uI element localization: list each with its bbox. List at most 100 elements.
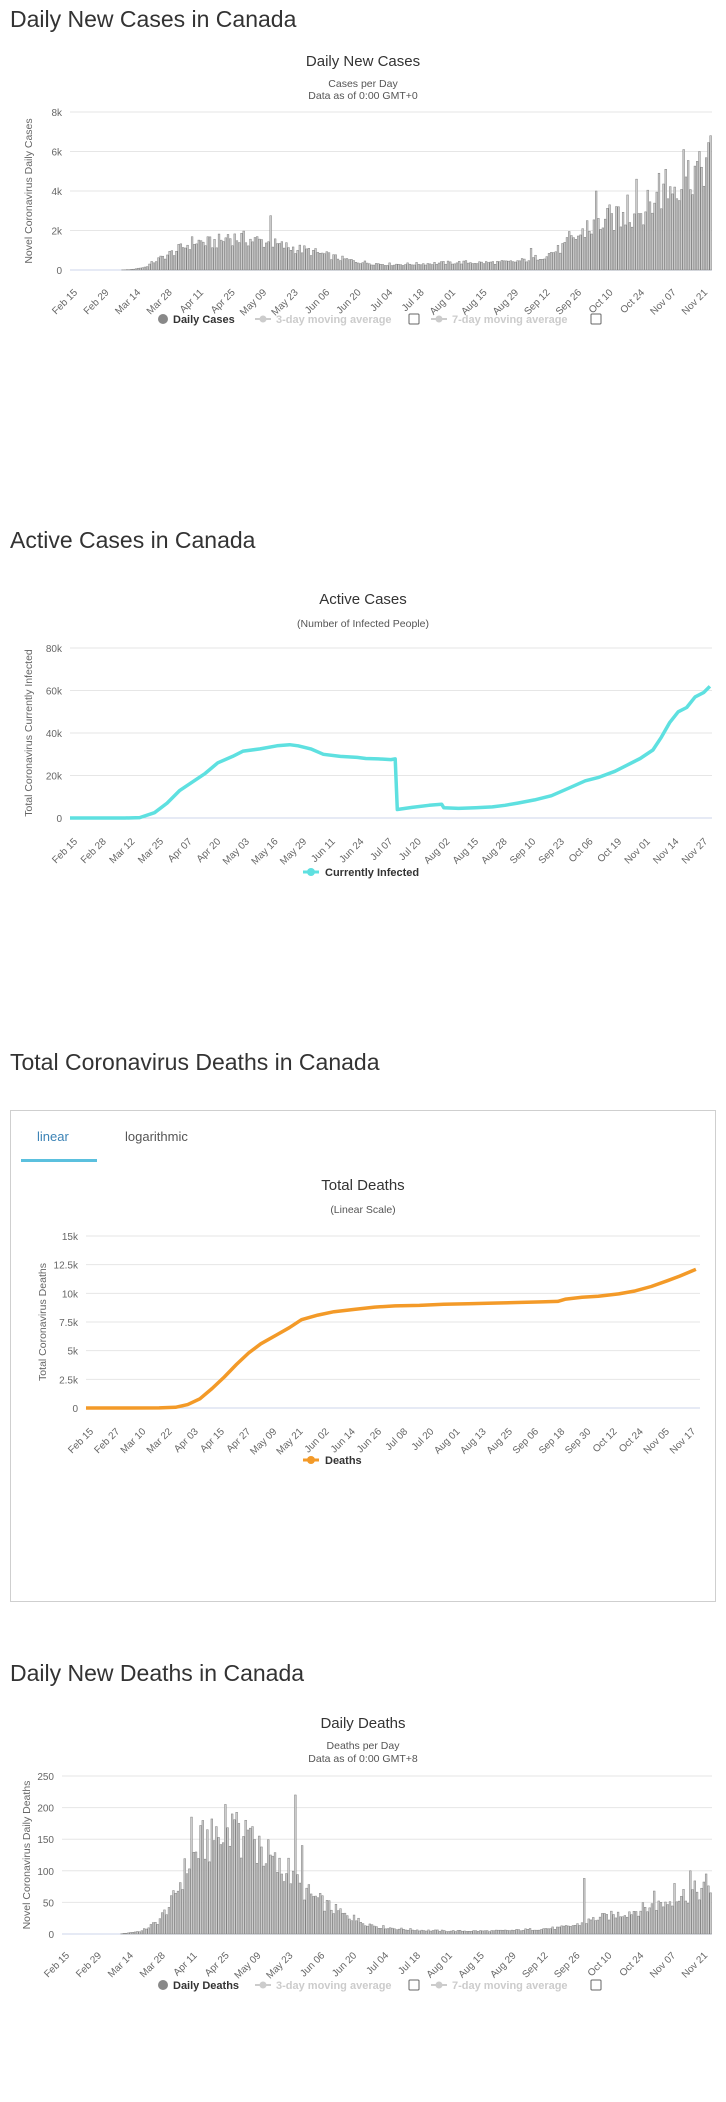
legend-symbol-daily [158,1980,168,1990]
bar [456,1930,459,1935]
bar [655,191,658,271]
x-tick-label: Aug 01 [425,1950,455,1980]
y-tick-label: 2k [51,227,63,238]
bar [646,1911,649,1935]
legend-marker-ma3 [259,1981,267,1989]
bar [705,157,708,271]
bar [291,1870,295,1935]
bar [406,262,409,271]
bar [680,189,683,271]
bar [408,263,411,271]
bar [336,258,340,271]
bar [502,260,506,271]
x-tick-label: Feb 15 [66,1426,96,1456]
bar [215,1826,218,1935]
bar [460,263,463,271]
bar [698,151,701,271]
x-tick-label: Aug 29 [489,1950,519,1980]
bar [662,183,665,271]
bar [296,1874,299,1935]
y-tick-label: 40k [46,729,63,740]
bar [366,262,369,271]
bar [496,260,499,271]
bar [141,267,144,271]
bar [176,1890,180,1935]
series-line [85,1267,697,1410]
x-tick-label: Jun 26 [355,1426,384,1455]
bar [231,1813,234,1935]
bar [199,1825,202,1935]
bar [454,1931,457,1935]
y-tick-label: 0 [56,814,62,825]
y-tick-label: 100 [37,1867,54,1878]
legend-checkbox-ma7 [590,1979,602,1991]
bar [156,1924,159,1935]
chart-subtitle-2: Data as of 0:00 GMT+8 [308,1753,418,1765]
bar [709,135,712,271]
legend-checkbox-ma3 [408,313,420,325]
bar [269,215,272,271]
bar [413,264,416,271]
y-axis-label: Novel Coronavirus Daily Cases [23,118,35,263]
bar [565,1925,568,1935]
bar [538,259,542,271]
bar [592,1917,595,1935]
tab-active-indicator [21,1159,97,1162]
bar [527,260,530,271]
bar [316,1897,320,1935]
bar [341,255,344,271]
bar [237,1823,241,1935]
bar [639,213,643,271]
bar [334,254,337,271]
bar [159,255,162,271]
bar [673,1883,676,1935]
y-tick-label: 150 [37,1835,54,1846]
bar [546,1928,550,1935]
x-tick-label: Feb 27 [92,1426,122,1456]
y-tick-label: 60k [46,687,63,698]
bar [407,1929,410,1935]
tab-linear[interactable]: linear [37,1129,69,1144]
bar [587,1918,590,1935]
x-tick-label: Mar 14 [106,1950,136,1980]
bar [224,237,227,271]
bar [397,264,400,271]
bar [346,1915,349,1935]
bar [133,1931,137,1935]
bar [662,1906,665,1935]
bar [253,237,257,271]
bar [273,1852,277,1935]
chart-subtitle: (Linear Scale) [330,1204,395,1216]
bar [444,263,447,271]
bar [392,264,396,271]
bar [375,1926,378,1935]
tab-logarithmic[interactable]: logarithmic [125,1129,188,1144]
bar [262,246,266,271]
bar [508,1930,511,1935]
bar [240,1857,243,1935]
y-axis-label: Total Coronavirus Currently Infected [23,649,35,817]
bar [659,1902,663,1935]
bar [691,194,694,271]
chart-title: Active Cases [319,591,407,608]
bar [556,245,560,271]
bar [561,243,564,271]
y-tick-label: 200 [37,1804,54,1815]
x-tick-label: Apr 11 [178,287,206,315]
bar [173,255,176,271]
bar [249,1827,252,1935]
bar [678,200,681,271]
bar [433,262,436,271]
y-tick-label: 5k [67,1347,79,1358]
bar [130,269,133,271]
bar [601,227,605,271]
bar [455,262,459,271]
legend-item-ma7: 7-day moving average [452,1980,568,1992]
bar [552,252,555,271]
bar [172,1890,175,1935]
bar [449,261,452,271]
bar [215,247,218,271]
bar [150,261,153,271]
section-title-daily-deaths: Daily New Deaths in Canada [10,1660,305,1686]
